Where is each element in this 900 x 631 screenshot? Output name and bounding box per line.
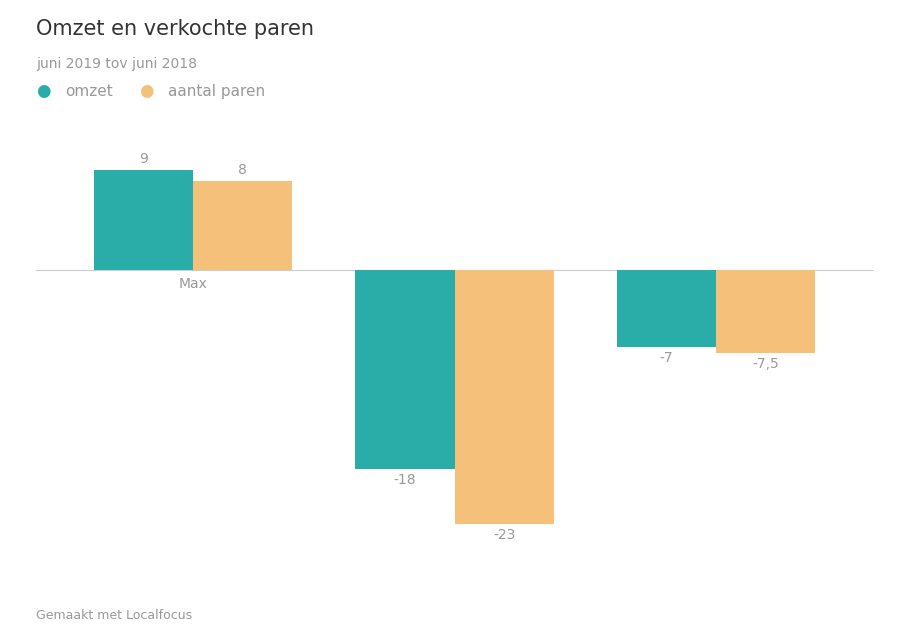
Bar xyxy=(94,170,193,270)
Bar xyxy=(454,270,554,524)
Text: omzet: omzet xyxy=(65,84,112,99)
Bar xyxy=(193,182,292,270)
Text: Omzet en verkochte paren: Omzet en verkochte paren xyxy=(36,19,314,39)
Text: ●: ● xyxy=(36,83,50,100)
Text: -18: -18 xyxy=(393,473,416,487)
Text: Gemaakt met Localfocus: Gemaakt met Localfocus xyxy=(36,608,192,622)
Text: -7,5: -7,5 xyxy=(752,357,779,371)
Bar xyxy=(716,270,815,353)
Text: aantal paren: aantal paren xyxy=(168,84,266,99)
Text: -7: -7 xyxy=(660,351,673,365)
Text: -23: -23 xyxy=(493,528,516,542)
Bar xyxy=(356,270,454,468)
Text: ●: ● xyxy=(140,83,154,100)
Text: 9: 9 xyxy=(139,152,148,166)
Bar xyxy=(616,270,716,347)
Text: 8: 8 xyxy=(238,163,248,177)
Text: juni 2019 tov juni 2018: juni 2019 tov juni 2018 xyxy=(36,57,197,71)
